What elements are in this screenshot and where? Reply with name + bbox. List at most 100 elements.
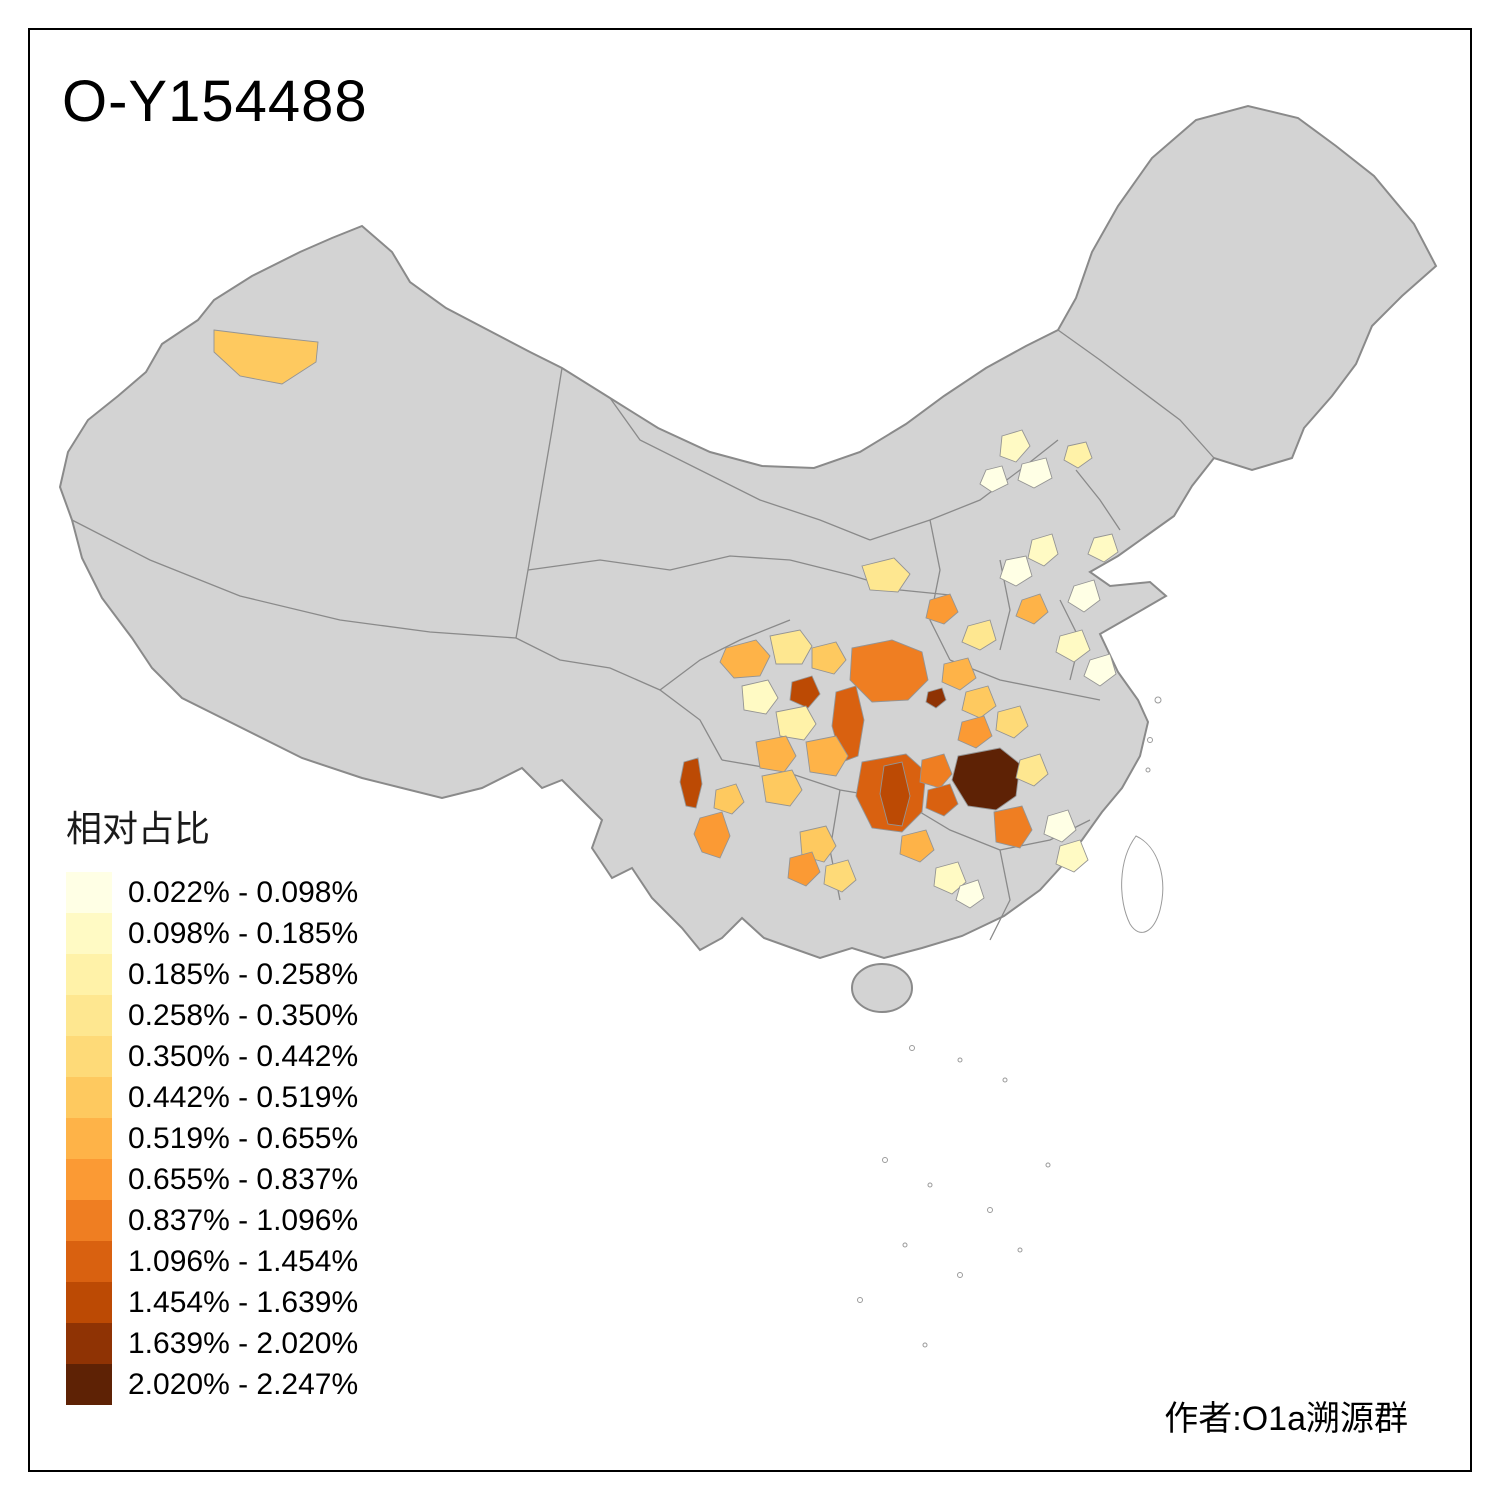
legend-swatch xyxy=(66,913,112,954)
map-region xyxy=(741,679,779,715)
province-border-line xyxy=(515,367,563,639)
island-outline xyxy=(957,1057,963,1063)
province-border-line xyxy=(929,519,951,661)
island-outline xyxy=(957,1272,963,1278)
legend-label: 0.655% - 0.837% xyxy=(128,1162,359,1196)
legend-label: 0.837% - 1.096% xyxy=(128,1203,359,1237)
map-region xyxy=(957,715,993,749)
legend-swatch xyxy=(66,954,112,995)
map-region xyxy=(1017,457,1053,489)
island-outline xyxy=(857,1297,863,1303)
map-region xyxy=(951,747,1021,811)
map-region xyxy=(879,761,911,827)
legend-items: 0.022% - 0.098% 0.098% - 0.185% 0.185% - 0… xyxy=(66,872,358,1405)
map-region xyxy=(925,783,959,817)
province-border-line xyxy=(609,397,871,541)
island-outline xyxy=(1147,737,1153,743)
map-region xyxy=(919,753,953,789)
island-outline xyxy=(902,1242,908,1248)
legend-swatch xyxy=(66,1282,112,1323)
province-border-line xyxy=(659,619,791,691)
island-outline xyxy=(1045,1162,1051,1168)
province-border-line xyxy=(949,659,1101,701)
legend-swatch xyxy=(66,1364,112,1405)
legend-swatch xyxy=(66,1036,112,1077)
legend-label: 0.098% - 0.185% xyxy=(128,916,359,950)
map-region xyxy=(719,639,771,679)
legend-item: 0.258% - 0.350% xyxy=(66,995,358,1036)
legend-label: 0.350% - 0.442% xyxy=(128,1039,359,1073)
map-region xyxy=(761,769,803,807)
map-region xyxy=(849,639,929,703)
province-border-line xyxy=(515,637,723,761)
legend-swatch xyxy=(66,1241,112,1282)
map-region xyxy=(787,851,821,887)
map-region xyxy=(1067,579,1101,613)
legend-label: 0.258% - 0.350% xyxy=(128,998,359,1032)
legend-item: 0.185% - 0.258% xyxy=(66,954,358,995)
island-outline xyxy=(909,1045,915,1051)
legend-swatch xyxy=(66,1159,112,1200)
legend-item: 0.350% - 0.442% xyxy=(66,1036,358,1077)
legend-item: 1.096% - 1.454% xyxy=(66,1241,358,1282)
map-region xyxy=(1087,533,1119,563)
province-border-line xyxy=(1057,329,1215,459)
page-title: O-Y154488 xyxy=(62,69,368,134)
map-region xyxy=(1015,753,1049,787)
legend-swatch xyxy=(66,1118,112,1159)
map-region xyxy=(823,859,857,893)
map-region xyxy=(1055,839,1089,873)
map-region xyxy=(713,783,745,815)
map-region xyxy=(1083,653,1117,687)
island-outline xyxy=(882,1157,888,1163)
map-region xyxy=(805,735,849,777)
legend-label: 0.022% - 0.098% xyxy=(128,875,359,909)
legend-label: 1.454% - 1.639% xyxy=(128,1285,359,1319)
island-outline xyxy=(927,1182,933,1188)
province-border-line xyxy=(989,849,1011,941)
map-region xyxy=(999,555,1033,587)
legend-item: 0.442% - 0.519% xyxy=(66,1077,358,1118)
island-outline xyxy=(1017,1247,1023,1253)
map-region xyxy=(993,805,1033,849)
legend-item: 0.655% - 0.837% xyxy=(66,1159,358,1200)
sea-islands xyxy=(857,696,1162,1348)
legend-swatch xyxy=(66,872,112,913)
map-region xyxy=(789,675,821,709)
map-region xyxy=(941,657,977,691)
map-region xyxy=(755,735,797,773)
legend-label: 0.442% - 0.519% xyxy=(128,1080,359,1114)
island-outline xyxy=(1154,696,1162,704)
legend-swatch xyxy=(66,1323,112,1364)
map-region xyxy=(995,705,1029,739)
map-region xyxy=(861,557,911,593)
legend: 相对占比 0.022% - 0.098% 0.098% - 0.185% 0.185… xyxy=(66,800,358,1405)
legend-item: 2.020% - 2.247% xyxy=(66,1364,358,1405)
map-region xyxy=(999,429,1031,463)
legend-swatch xyxy=(66,1077,112,1118)
map-region xyxy=(961,685,997,719)
legend-item: 0.837% - 1.096% xyxy=(66,1200,358,1241)
legend-item: 1.454% - 1.639% xyxy=(66,1282,358,1323)
map-region xyxy=(769,629,813,665)
map-region xyxy=(1055,629,1091,663)
credit-text: 作者:O1a溯源群 xyxy=(1164,1400,1408,1438)
map-region xyxy=(693,811,731,859)
legend-item: 0.098% - 0.185% xyxy=(66,913,358,954)
island-outline xyxy=(1121,835,1164,933)
choropleth-patches xyxy=(213,329,1119,909)
legend-label: 1.639% - 2.020% xyxy=(128,1326,359,1360)
map-region xyxy=(925,593,959,625)
hainan-island xyxy=(851,963,913,1013)
legend-swatch xyxy=(66,995,112,1036)
island-outline xyxy=(922,1342,928,1348)
legend-label: 0.519% - 0.655% xyxy=(128,1121,359,1155)
map-region xyxy=(213,329,319,385)
map-region xyxy=(899,829,935,863)
province-border-line xyxy=(1075,469,1121,531)
legend-label: 2.020% - 2.247% xyxy=(128,1367,359,1401)
map-region xyxy=(1015,593,1049,625)
province-border-line xyxy=(527,555,791,571)
map-region xyxy=(979,465,1009,493)
island-outline xyxy=(987,1207,993,1213)
